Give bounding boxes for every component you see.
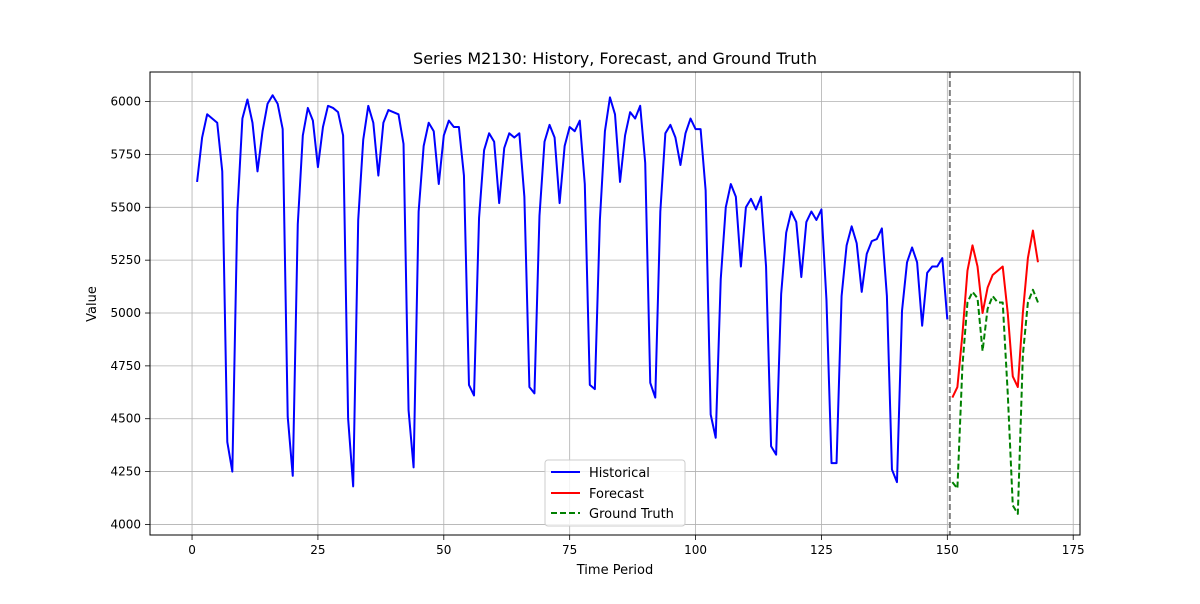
x-tick-label: 175 bbox=[1062, 543, 1085, 557]
x-tick-label: 125 bbox=[810, 543, 833, 557]
x-tick-label: 75 bbox=[562, 543, 577, 557]
legend-entry-historical: Historical bbox=[551, 466, 650, 481]
legend-label-ground-truth: Ground Truth bbox=[589, 507, 674, 522]
y-tick-label: 5250 bbox=[110, 253, 141, 267]
y-tick-label: 4750 bbox=[110, 359, 141, 373]
legend-label-forecast: Forecast bbox=[589, 487, 644, 502]
y-tick-label: 4250 bbox=[110, 465, 141, 479]
y-tick-label: 5500 bbox=[110, 200, 141, 214]
legend-label-historical: Historical bbox=[589, 466, 650, 481]
axes: 0 25 50 75 100 125 150 175 4000 4250 4500 4750 5000 5… bbox=[110, 95, 1084, 557]
y-tick-label: 6000 bbox=[110, 95, 141, 109]
legend-entry-ground-truth: Ground Truth bbox=[551, 507, 674, 522]
y-tick-label: 4500 bbox=[110, 412, 141, 426]
series-line-historical bbox=[196, 94, 949, 488]
x-tick-label: 0 bbox=[188, 543, 196, 557]
y-tick-label: 5000 bbox=[110, 306, 141, 320]
chart-title: Series M2130: History, Forecast, and Gro… bbox=[413, 49, 817, 68]
plot-frame bbox=[149, 71, 1081, 536]
legend-box bbox=[544, 459, 686, 527]
x-tick-label: 50 bbox=[436, 543, 451, 557]
x-tick-label: 150 bbox=[936, 543, 959, 557]
y-tick-label: 4000 bbox=[110, 517, 141, 531]
x-tick-label: 25 bbox=[310, 543, 325, 557]
legend-entry-forecast: Forecast bbox=[551, 487, 644, 502]
y-tick-label: 5750 bbox=[110, 147, 141, 161]
legend: Historical Forecast Ground Truth bbox=[544, 459, 686, 527]
y-axis-label: Value bbox=[85, 286, 100, 322]
series-line-ground-truth bbox=[951, 288, 1039, 515]
x-axis-label: Time Period bbox=[576, 563, 653, 578]
series-layer bbox=[196, 72, 1039, 535]
x-tick-label: 100 bbox=[684, 543, 707, 557]
series-line-forecast bbox=[951, 229, 1039, 399]
